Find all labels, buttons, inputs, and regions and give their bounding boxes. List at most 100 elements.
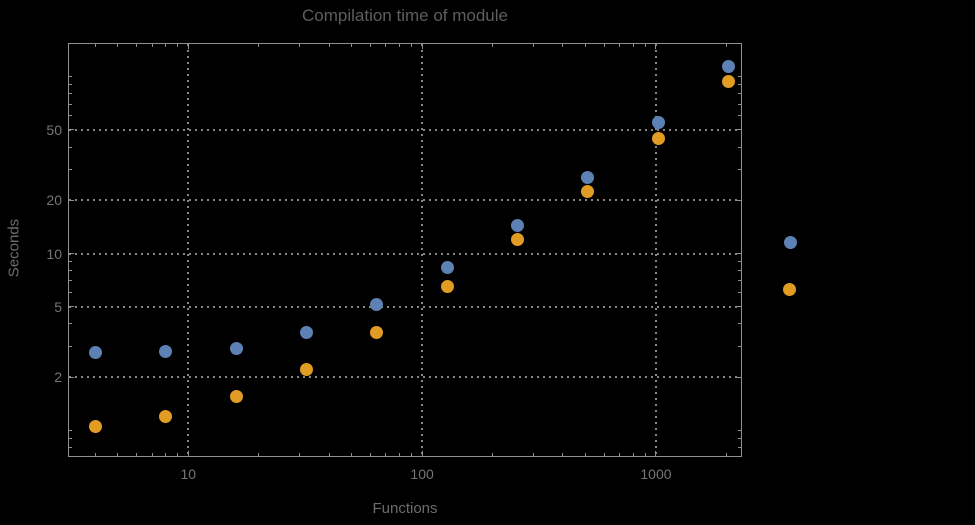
tick-mark [328, 44, 330, 47]
tick-mark [69, 76, 72, 78]
tick-mark [69, 103, 72, 105]
tick-mark [738, 115, 741, 117]
data-point-series-1-blue [88, 345, 102, 359]
tick-mark [421, 451, 423, 456]
tick-mark [738, 168, 741, 170]
tick-mark [117, 44, 119, 47]
tick-mark [351, 453, 353, 456]
data-point-series-2-orange [370, 325, 384, 339]
tick-mark [151, 44, 153, 47]
tick-mark [151, 453, 153, 456]
data-point-series-2-orange [511, 233, 525, 247]
data-point-series-2-orange [651, 131, 665, 145]
tick-mark [738, 93, 741, 95]
tick-mark [736, 306, 741, 308]
data-point-series-1-blue [581, 170, 595, 184]
data-point-series-1-blue [440, 261, 454, 275]
y-tick-label: 5 [54, 298, 62, 315]
tick-mark [94, 453, 96, 456]
tick-mark [533, 453, 535, 456]
tick-mark [725, 453, 727, 456]
tick-mark [258, 453, 260, 456]
data-point-series-1-blue [299, 325, 313, 339]
tick-mark [135, 453, 137, 456]
tick-mark [738, 103, 741, 105]
tick-mark [632, 453, 634, 456]
x-tick-label: 10 [180, 466, 197, 482]
tick-mark [299, 453, 301, 456]
tick-mark [69, 146, 72, 148]
tick-mark [619, 44, 621, 47]
tick-mark [738, 292, 741, 294]
tick-mark [69, 429, 72, 431]
tick-mark [177, 453, 179, 456]
legend-marker-series-2-orange [782, 282, 796, 296]
tick-mark [632, 44, 634, 47]
tick-mark [738, 270, 741, 272]
tick-mark [738, 84, 741, 86]
chart-title: Compilation time of module [302, 6, 508, 25]
tick-mark [738, 438, 741, 440]
tick-mark [351, 44, 353, 47]
tick-mark [69, 270, 72, 272]
tick-mark [69, 306, 74, 308]
tick-mark [738, 345, 741, 347]
tick-mark [328, 453, 330, 456]
tick-mark [736, 199, 741, 201]
tick-mark [69, 345, 72, 347]
tick-mark [738, 146, 741, 148]
gridline-vertical [421, 44, 424, 456]
gridline-vertical [654, 44, 657, 456]
tick-mark [738, 280, 741, 282]
tick-mark [398, 44, 400, 47]
x-tick-label: 1000 [640, 466, 672, 482]
tick-mark [603, 453, 605, 456]
x-tick-label: 100 [410, 466, 434, 482]
tick-mark [492, 453, 494, 456]
tick-mark [492, 44, 494, 47]
y-tick-label: 10 [46, 245, 62, 262]
data-point-series-2-orange [440, 280, 454, 294]
gridline-horizontal [69, 199, 741, 202]
tick-mark [736, 253, 741, 255]
gridline-vertical [187, 44, 190, 456]
tick-mark [585, 44, 587, 47]
tick-mark [187, 451, 189, 456]
data-point-series-1-blue [651, 116, 665, 130]
tick-mark [385, 44, 387, 47]
tick-mark [69, 199, 74, 201]
tick-mark [69, 84, 72, 86]
tick-mark [69, 438, 72, 440]
y-tick-label: 2 [54, 369, 62, 386]
tick-mark [69, 447, 72, 449]
tick-mark [644, 453, 646, 456]
tick-mark [69, 376, 74, 378]
data-point-series-2-orange [229, 390, 243, 404]
tick-mark [585, 453, 587, 456]
tick-mark [533, 44, 535, 47]
tick-mark [299, 44, 301, 47]
tick-mark [736, 129, 741, 131]
tick-mark [187, 44, 189, 49]
tick-mark [258, 44, 260, 47]
tick-mark [385, 453, 387, 456]
x-axis-label: Functions [372, 500, 438, 517]
data-point-series-2-orange [581, 184, 595, 198]
tick-mark [655, 44, 657, 49]
data-point-series-1-blue [229, 342, 243, 356]
gridline-horizontal [69, 376, 741, 379]
tick-mark [369, 453, 371, 456]
tick-mark [738, 323, 741, 325]
tick-mark [619, 453, 621, 456]
tick-mark [736, 376, 741, 378]
plot-frame [68, 43, 742, 457]
tick-mark [177, 44, 179, 47]
tick-mark [738, 447, 741, 449]
data-point-series-1-blue [370, 298, 384, 312]
tick-mark [165, 453, 167, 456]
tick-mark [69, 261, 72, 263]
data-point-series-2-orange [88, 420, 102, 434]
tick-mark [69, 292, 72, 294]
tick-mark [117, 453, 119, 456]
